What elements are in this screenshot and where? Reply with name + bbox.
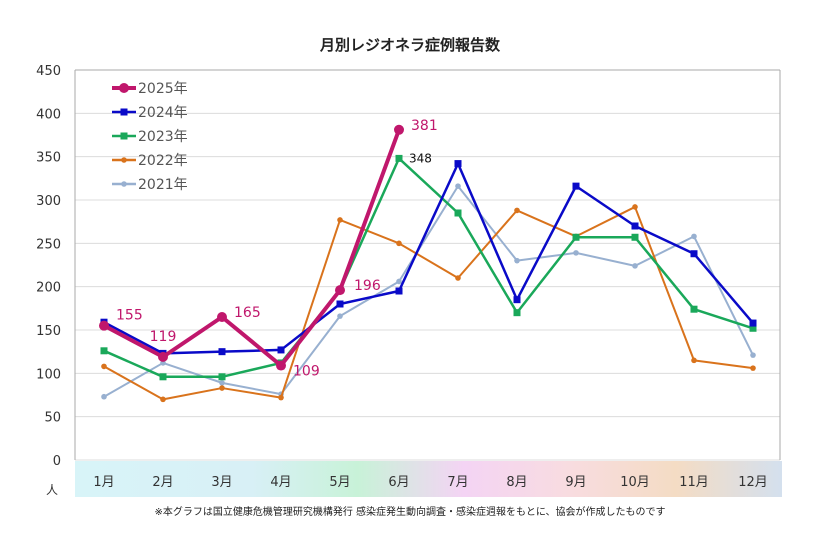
y-tick-label: 250 [36, 237, 61, 252]
y-tick-label: 350 [36, 151, 61, 166]
y-tick-label: 300 [36, 194, 61, 209]
y-tick-label: 400 [36, 107, 61, 122]
legend-entry: 2024年 [138, 105, 188, 121]
data-point [218, 348, 226, 356]
x-tick-label: 2月 [152, 475, 173, 490]
x-tick-label: 8月 [506, 475, 527, 490]
x-tick-label: 6月 [388, 475, 409, 490]
data-point [158, 351, 168, 362]
data-point [572, 182, 580, 190]
series-line-2024年 [103, 162, 754, 355]
data-point [690, 250, 698, 258]
data-point [395, 287, 403, 295]
legend-marker [121, 157, 127, 163]
legend-marker [121, 181, 127, 187]
data-point [218, 373, 226, 381]
x-tick-label: 1月 [93, 475, 114, 490]
data-point [277, 346, 285, 354]
data-point [219, 380, 225, 386]
y-tick-label: 50 [44, 411, 61, 426]
x-tick-label: 10月 [620, 475, 650, 490]
data-point [749, 319, 757, 327]
data-point [337, 217, 343, 223]
data-point [159, 373, 167, 381]
data-label: 196 [354, 278, 381, 294]
data-point [454, 209, 462, 217]
y-tick-label: 100 [36, 367, 61, 382]
data-point [278, 394, 284, 401]
series-line-2022年 [103, 205, 754, 401]
data-point [276, 360, 286, 371]
series-line-2025年 [103, 129, 401, 368]
data-point [514, 257, 520, 264]
data-point [217, 312, 227, 322]
y-tick-label: 200 [36, 281, 61, 296]
data-point [513, 296, 521, 304]
x-tick-label: 3月 [211, 475, 232, 490]
data-point [513, 309, 521, 317]
x-tick-label: 9月 [565, 475, 586, 490]
x-tick-label: 7月 [447, 475, 468, 490]
data-point [396, 278, 402, 285]
data-point [396, 240, 402, 247]
data-point [455, 183, 461, 189]
data-point [101, 393, 107, 400]
footnote: ※本グラフは国立健康危機管理研究機構発行 感染症発生動向調査・感染症週報をもとに… [154, 507, 666, 518]
data-point [632, 263, 638, 269]
data-point [572, 233, 580, 241]
data-point [631, 233, 639, 241]
data-point [336, 300, 344, 308]
data-point [455, 275, 461, 281]
x-tick-label: 5月 [329, 475, 350, 490]
data-point [691, 233, 697, 240]
data-point [394, 124, 404, 135]
data-point [454, 160, 462, 168]
legend-marker [119, 83, 129, 93]
data-point [101, 363, 107, 370]
data-point [395, 154, 403, 162]
x-tick-label: 4月 [270, 475, 291, 490]
data-point [691, 357, 697, 364]
data-label: 165 [234, 305, 261, 321]
data-point [631, 222, 639, 230]
legend-entry: 2022年 [138, 153, 188, 169]
legend-marker [120, 132, 128, 140]
y-axis-unit: 人 [46, 483, 58, 497]
data-label: 155 [116, 308, 143, 324]
data-point [690, 305, 698, 313]
x-axis-band [75, 461, 782, 497]
data-label: 119 [150, 329, 177, 345]
legend-marker [120, 108, 128, 116]
y-tick-label: 450 [36, 64, 61, 79]
series-line-2023年 [103, 157, 754, 379]
chart-title: 月別レジオネラ症例報告数 [319, 36, 500, 54]
data-point [573, 250, 579, 256]
x-tick-label: 12月 [738, 475, 768, 490]
legend-entry: 2023年 [138, 129, 188, 145]
data-point [335, 285, 345, 296]
legend-entry: 2021年 [138, 177, 188, 193]
y-tick-label: 0 [53, 454, 61, 469]
data-point [100, 347, 108, 355]
legend-entry: 2025年 [138, 81, 188, 97]
data-label: 109 [293, 364, 320, 380]
data-label: 381 [411, 118, 438, 134]
data-point [514, 207, 520, 214]
data-point [99, 320, 109, 331]
y-tick-label: 150 [36, 324, 61, 339]
series-line-2021年 [103, 185, 754, 398]
data-point [750, 365, 756, 371]
data-point [160, 396, 166, 403]
data-point [337, 313, 343, 319]
data-point [219, 385, 225, 391]
data-point [750, 352, 756, 358]
data-label: 348 [409, 151, 432, 165]
x-tick-label: 11月 [679, 475, 709, 490]
data-point [632, 204, 638, 210]
data-point [749, 324, 757, 332]
